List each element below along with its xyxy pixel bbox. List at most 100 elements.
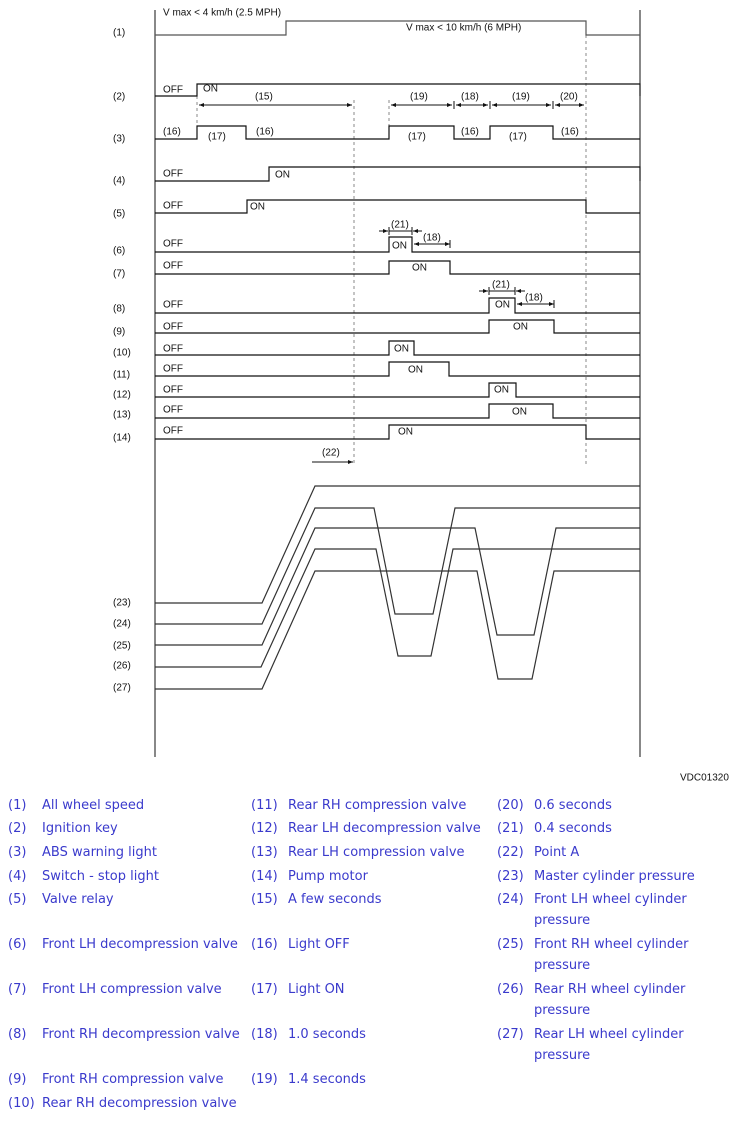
annotation-22: (22) [322,448,340,459]
legend-text: All wheel speed [42,798,145,813]
legend-number: (24) [497,892,524,907]
curve-rear-lh-pressure [155,570,640,690]
off-label: OFF [163,85,183,96]
on-label: ON [394,344,409,355]
annotation-20: (20) [560,92,578,103]
row-label: (24) [113,619,131,630]
wave-rear-lh-decompression [155,382,640,398]
on-label: ON [495,300,510,311]
light-state-label: (17) [509,132,527,143]
legend-text: A few seconds [288,892,382,907]
on-label: ON [275,170,290,181]
legend-number: (19) [251,1072,278,1087]
row-label: (7) [113,269,125,280]
light-state-label: (16) [256,127,274,138]
legend-text: Front LH compression valve [42,982,222,997]
off-label: OFF [163,300,183,311]
legend-number: (13) [251,845,278,860]
legend-text: ABS warning light [42,845,157,860]
legend-text: Point A [534,845,580,860]
wave-pump-motor [155,424,640,440]
legend-number: (5) [8,892,27,907]
legend-text: Ignition key [42,821,118,836]
annotation-18: (18) [525,293,543,304]
on-label: ON [513,322,528,333]
legend-number: (1) [8,798,27,813]
legend-number: (23) [497,869,524,884]
legend-text: Pump motor [288,869,368,884]
legend-text: Rear LH decompression valve [288,821,481,836]
speed-low-label: V max < 4 km/h (2.5 MPH) [163,8,281,19]
row-label: (11) [113,370,130,381]
row-label: (23) [113,598,131,609]
annotation-21: (21) [391,220,409,231]
off-label: OFF [163,322,183,333]
off-label: OFF [163,344,183,355]
off-label: OFF [163,426,183,437]
light-state-label: (16) [163,127,181,138]
annotation-19: (19) [512,92,530,103]
legend-number: (6) [8,937,27,952]
legend-number: (4) [8,869,27,884]
curve-rear-rh-pressure [155,548,640,668]
wave-front-lh-decompression [155,236,640,253]
legend-text: Front RH compression valve [42,1072,224,1087]
off-label: OFF [163,169,183,180]
legend-number: (11) [251,798,278,813]
wave-front-rh-decompression [155,297,640,314]
legend-number: (20) [497,798,524,813]
light-state-label: (17) [208,132,226,143]
annotation-18: (18) [423,233,441,244]
speed-high-label: V max < 10 km/h (6 MPH) [406,23,521,34]
legend-text: Light OFF [288,937,350,952]
wave-ignition-key [155,83,641,97]
legend-text: Rear RH decompression valve [42,1096,237,1111]
row-label: (2) [113,92,125,103]
legend-number: (14) [251,869,278,884]
abs-timing-diagram: (1) (2) (3) (4) (5) (6) (7) (8) (9) (10) (11) (12) (… [113,8,729,784]
row-label: (3) [113,134,125,145]
light-state-label: (16) [461,127,479,138]
legend-number: (2) [8,821,27,836]
curve-front-lh-pressure [155,507,640,625]
legend-number: (7) [8,982,27,997]
curve-master-cylinder-pressure [155,485,640,604]
off-label: OFF [163,201,183,212]
legend-text: Front LH wheel cylinder pressure [534,892,687,928]
on-label: ON [494,385,509,396]
figure-code: VDC01320 [680,773,729,784]
legend-number: (18) [251,1027,278,1042]
legend-text: Rear LH compression valve [288,845,465,860]
legend-text: 0.6 seconds [534,798,612,813]
on-label: ON [203,84,218,95]
legend-text: Valve relay [42,892,114,907]
wave-front-lh-compression [155,260,640,275]
legend-text: Front RH wheel cylinder pressure [534,937,689,973]
on-label: ON [512,407,527,418]
annotation-21: (21) [492,280,510,291]
row-label: (5) [113,209,125,220]
curve-front-rh-pressure [155,527,640,646]
legend-number: (8) [8,1027,27,1042]
legend-text: Switch - stop light [42,869,159,884]
wave-front-rh-compression [155,319,640,334]
wave-valve-relay [155,199,640,214]
legend-number: (15) [251,892,278,907]
legend-text: Front RH decompression valve [42,1027,240,1042]
legend-number: (9) [8,1072,27,1087]
legend-text: Front LH decompression valve [42,937,238,952]
on-label: ON [412,263,427,274]
row-label: (13) [113,410,131,421]
legend-number: (3) [8,845,27,860]
legend-number: (16) [251,937,278,952]
legend-number: (26) [497,982,524,997]
on-label: ON [398,427,413,438]
off-label: OFF [163,261,183,272]
legend-text: Rear LH wheel cylinder pressure [534,1027,684,1063]
on-label: ON [392,241,407,252]
legend-number: (10) [8,1096,35,1111]
legend-text: 0.4 seconds [534,821,612,836]
wave-rear-rh-compression [155,361,640,377]
on-label: ON [408,365,423,376]
row-label: (8) [113,304,125,315]
